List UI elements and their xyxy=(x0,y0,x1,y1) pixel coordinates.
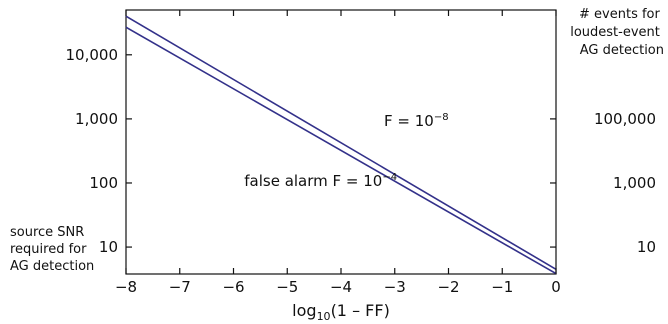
right-axis-title-line: # events for xyxy=(579,7,660,22)
y-axis: 10 100 1,000 10,000 xyxy=(66,46,132,256)
x-axis: −8 −7 −6 −5 −4 −3 −2 −1 0 xyxy=(115,10,561,296)
right-axis-title-line: AG detection xyxy=(580,43,664,58)
right-tick-label: 100,000 xyxy=(594,110,656,128)
x-tick-label: −4 xyxy=(330,278,352,296)
y-axis-title-line: source SNR xyxy=(10,225,84,240)
x-tick-label: −8 xyxy=(115,278,137,296)
right-axis-title: # events for loudest-event AG detection xyxy=(570,7,664,58)
x-tick-label: −2 xyxy=(437,278,459,296)
x-tick-label: −7 xyxy=(169,278,191,296)
annotation-1: F = 10−8 xyxy=(384,112,449,130)
y-tick-label: 10 xyxy=(99,238,118,256)
y-axis-title-line: AG detection xyxy=(10,259,94,274)
annotation-layer: F = 10−8 false alarm F = 10−4 xyxy=(244,112,448,190)
series-line-1 xyxy=(125,15,557,270)
series-layer xyxy=(125,15,557,275)
annotation-2: false alarm F = 10−4 xyxy=(244,172,397,190)
x-axis-title: log10(1 – FF) xyxy=(292,301,390,323)
y-tick-label: 10,000 xyxy=(66,46,119,64)
x-tick-label: −1 xyxy=(491,278,513,296)
x-tick-label: 0 xyxy=(551,278,561,296)
y-axis-title: source SNR required for AG detection xyxy=(10,225,94,274)
x-tick-label: −5 xyxy=(276,278,298,296)
x-tick-label: −3 xyxy=(384,278,406,296)
y-axis-title-line: required for xyxy=(10,242,87,257)
x-tick-label: −6 xyxy=(222,278,244,296)
series-line-2 xyxy=(125,26,557,275)
y-tick-label: 1,000 xyxy=(75,110,118,128)
right-tick-label: 1,000 xyxy=(613,174,656,192)
right-tick-label: 10 xyxy=(637,238,656,256)
right-axis: 100,000 1,000 10 xyxy=(550,110,656,256)
y-tick-label: 100 xyxy=(89,174,118,192)
right-axis-title-line: loudest-event xyxy=(570,25,660,40)
